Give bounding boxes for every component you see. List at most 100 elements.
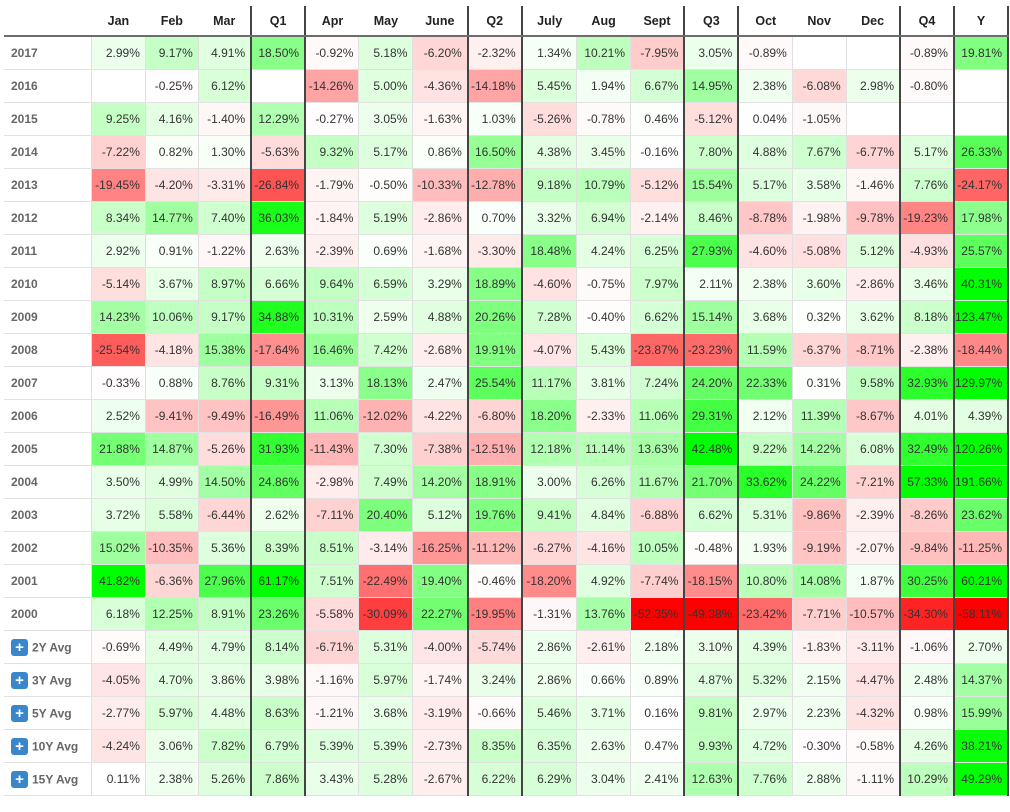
month-return-cell: -4.07%	[520, 333, 578, 367]
year-row: 2007 -0.33% 0.88% 8.76% 9.31% 3.13% 18.13% 2.47…	[4, 366, 1010, 400]
average-row: +5Y Avg -2.77% 5.97% 4.48% 8.63% -1.21% 3.68% -…	[4, 696, 1010, 730]
column-header-nov[interactable]: Nov	[792, 6, 847, 37]
column-header-q3[interactable]: Q3	[683, 6, 739, 37]
column-header-apr[interactable]: Apr	[304, 6, 359, 37]
quarter-return-cell: -12.51%	[466, 432, 523, 466]
month-return-cell: 2.97%	[737, 696, 793, 730]
month-return-cell: -5.58%	[304, 597, 360, 631]
column-header-aug[interactable]: Aug	[576, 6, 631, 37]
month-return-cell: 2.23%	[792, 696, 847, 730]
average-row: +2Y Avg -0.69% 4.49% 4.79% 8.14% -6.71% 5.31% -…	[4, 630, 1010, 664]
quarter-return-cell: 16.50%	[466, 135, 523, 169]
month-return-cell: -0.92%	[304, 36, 360, 70]
column-header-q1[interactable]: Q1	[250, 6, 306, 37]
column-header-feb[interactable]: Feb	[145, 6, 199, 37]
month-return-cell: 22.27%	[412, 597, 469, 631]
month-return-cell: -0.25%	[145, 69, 199, 103]
year-row: 2015 9.25% 4.16% -1.40% 12.29% -0.27% 3.05% -1.…	[4, 102, 1010, 136]
month-return-cell: -7.11%	[304, 498, 360, 532]
year-return-cell: -18.44%	[952, 333, 1010, 367]
month-return-cell: 1.94%	[576, 69, 632, 103]
row-label[interactable]: +5Y Avg	[4, 696, 92, 730]
month-return-cell: -1.46%	[846, 168, 901, 202]
month-return-cell: 0.86%	[412, 135, 469, 169]
month-return-cell: -5.26%	[520, 102, 578, 136]
quarter-return-cell: 5.17%	[899, 135, 955, 169]
month-return-cell: 10.21%	[576, 36, 632, 70]
quarter-return-cell: 18.91%	[466, 465, 523, 499]
row-label: 2001	[4, 564, 92, 598]
month-return-cell: 6.35%	[520, 729, 578, 763]
month-return-cell: -2.77%	[91, 696, 146, 730]
year-row: 2003 3.72% 5.58% -6.44% 2.62% -7.11% 20.40% 5.1…	[4, 498, 1010, 532]
month-return-cell: 1.87%	[846, 564, 901, 598]
column-header-june[interactable]: June	[412, 6, 468, 37]
average-row: +10Y Avg -4.24% 3.06% 7.82% 6.79% 5.39% 5.39% -…	[4, 729, 1010, 763]
quarter-return-cell: 8.35%	[466, 729, 523, 763]
month-return-cell: -2.61%	[576, 630, 632, 664]
year-row: 2006 2.52% -9.41% -9.49% -16.49% 11.06% -12.02…	[4, 399, 1010, 433]
month-return-cell: 0.11%	[91, 762, 146, 796]
month-return-cell: 2.52%	[91, 399, 146, 433]
month-return-cell: -23.87%	[630, 333, 685, 367]
row-label[interactable]: +2Y Avg	[4, 630, 92, 664]
column-header-q2[interactable]: Q2	[466, 6, 522, 37]
expand-plus-icon[interactable]: +	[11, 770, 28, 788]
average-label: 10Y Avg	[32, 739, 79, 753]
month-return-cell: 9.25%	[91, 102, 146, 136]
quarter-return-cell: 19.76%	[466, 498, 523, 532]
quarter-return-cell: -17.64%	[250, 333, 306, 367]
expand-plus-icon[interactable]: +	[11, 737, 28, 755]
column-header-mar[interactable]: Mar	[198, 6, 252, 37]
row-label: 2007	[4, 366, 92, 400]
quarter-return-cell: 32.93%	[899, 366, 955, 400]
quarter-return-cell: 3.46%	[899, 267, 955, 301]
quarter-return-cell: -14.18%	[466, 69, 523, 103]
expand-plus-icon[interactable]: +	[11, 704, 28, 722]
month-return-cell: 4.84%	[576, 498, 632, 532]
month-return-cell: -4.32%	[846, 696, 901, 730]
month-return-cell: 1.93%	[737, 531, 793, 565]
month-return-cell: 3.58%	[792, 168, 847, 202]
quarter-return-cell: 3.24%	[466, 663, 523, 697]
column-header-jan[interactable]: Jan	[91, 6, 146, 37]
column-header-sept[interactable]: Sept	[630, 6, 685, 37]
month-return-cell: 10.31%	[304, 300, 360, 334]
column-header-q4[interactable]: Q4	[899, 6, 954, 37]
month-return-cell: 2.47%	[412, 366, 469, 400]
quarter-return-cell: -18.15%	[683, 564, 739, 598]
month-return-cell: -16.25%	[412, 531, 469, 565]
month-return-cell: 41.82%	[91, 564, 146, 598]
average-label: 2Y Avg	[32, 640, 72, 654]
month-return-cell: 13.76%	[576, 597, 632, 631]
year-return-cell: 49.29%	[952, 762, 1010, 796]
month-return-cell: 3.72%	[91, 498, 146, 532]
month-return-cell: -4.36%	[412, 69, 469, 103]
month-return-cell: -18.20%	[520, 564, 578, 598]
month-return-cell: 14.23%	[91, 300, 146, 334]
column-header-oct[interactable]: Oct	[737, 6, 793, 37]
month-return-cell: 11.59%	[737, 333, 793, 367]
expand-plus-icon[interactable]: +	[11, 671, 28, 689]
row-label[interactable]: +15Y Avg	[4, 762, 92, 796]
quarter-return-cell: -0.80%	[899, 69, 955, 103]
column-header-year[interactable]: Y	[952, 6, 1010, 37]
month-return-cell: 4.72%	[737, 729, 793, 763]
row-label[interactable]: +10Y Avg	[4, 729, 92, 763]
month-return-cell: 5.32%	[737, 663, 793, 697]
month-return-cell: -30.09%	[358, 597, 414, 631]
quarter-return-cell: 4.26%	[899, 729, 955, 763]
month-return-cell: 3.06%	[145, 729, 199, 763]
column-header-may[interactable]: May	[358, 6, 413, 37]
row-label[interactable]: +3Y Avg	[4, 663, 92, 697]
month-return-cell: -0.78%	[576, 102, 632, 136]
month-return-cell: -2.14%	[630, 201, 685, 235]
month-return-cell: 0.32%	[792, 300, 847, 334]
month-return-cell: -1.68%	[412, 234, 469, 268]
expand-plus-icon[interactable]: +	[11, 638, 28, 656]
month-return-cell: 0.91%	[145, 234, 199, 268]
column-header-july[interactable]: July	[520, 6, 577, 37]
column-header-dec[interactable]: Dec	[846, 6, 901, 37]
month-return-cell: 5.36%	[198, 531, 252, 565]
month-return-cell: 7.49%	[358, 465, 414, 499]
